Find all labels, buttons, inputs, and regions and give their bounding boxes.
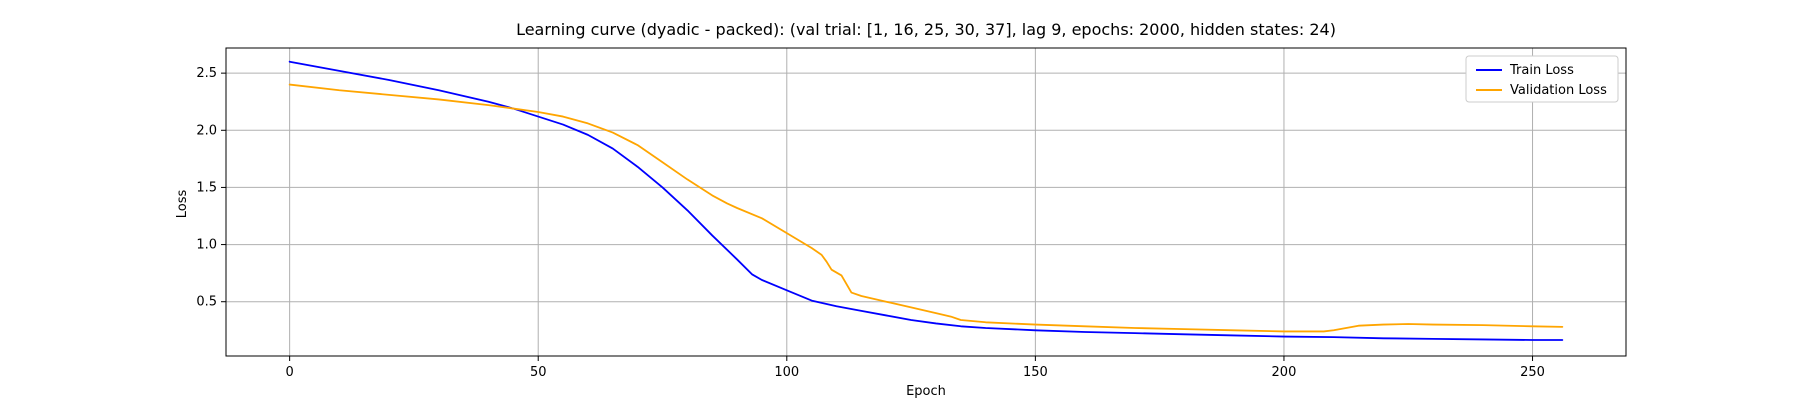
series-line-validation-loss xyxy=(288,83,1564,333)
plot-frame xyxy=(225,47,1627,357)
legend-box xyxy=(1465,55,1619,103)
legend-label: Validation Loss xyxy=(1510,83,1607,98)
y-tick-label: 0.5 xyxy=(196,295,217,310)
series-line-train-loss xyxy=(288,60,1564,341)
y-axis-label: Loss xyxy=(175,190,190,219)
x-tick-label: 150 xyxy=(1023,365,1048,380)
x-tick-label: 0 xyxy=(285,365,293,380)
y-tick-label: 1.0 xyxy=(196,238,217,253)
y-tick-label: 1.5 xyxy=(196,180,217,195)
chart-title: Learning curve (dyadic - packed): (val t… xyxy=(516,20,1336,39)
x-axis-label: Epoch xyxy=(906,384,946,399)
legend-label: Train Loss xyxy=(1509,63,1574,78)
axes-layer: 0 50 100 150 200 250 0.5 1.0 1.5 2.0 2.5 xyxy=(196,47,1627,380)
y-tick-label: 2.0 xyxy=(196,123,217,138)
series-layer xyxy=(288,60,1564,341)
x-tick-label: 250 xyxy=(1520,365,1545,380)
legend: Train Loss Validation Loss xyxy=(1465,55,1619,103)
x-tick-label: 50 xyxy=(530,365,547,380)
x-tick-label: 100 xyxy=(774,365,799,380)
grid-layer xyxy=(226,48,1626,356)
y-tick-label: 2.5 xyxy=(196,66,217,81)
x-tick-label: 200 xyxy=(1272,365,1297,380)
